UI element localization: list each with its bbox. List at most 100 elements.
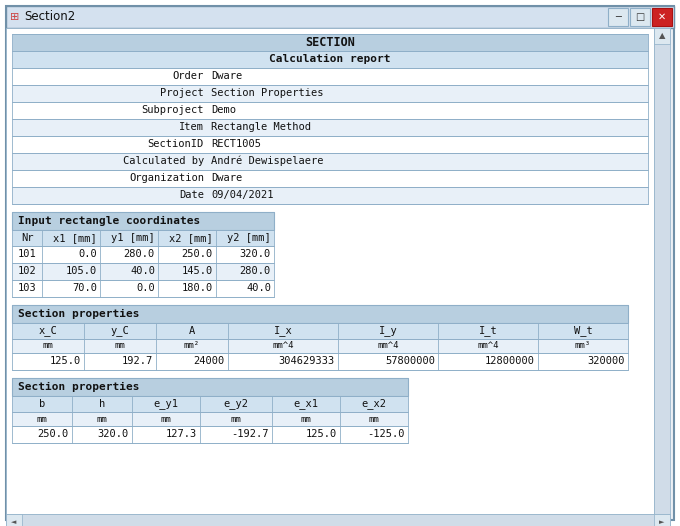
Text: x1 [mm]: x1 [mm] (53, 233, 97, 243)
Bar (630, 8, 650, 26)
Text: 280.0: 280.0 (124, 249, 155, 259)
Text: mm^4: mm^4 (377, 341, 398, 350)
Text: SECTION: SECTION (305, 35, 355, 48)
Text: Section properties: Section properties (18, 382, 139, 392)
Text: y2 [mm]: y2 [mm] (227, 233, 271, 243)
Text: Item: Item (179, 122, 204, 132)
Bar (12, 68, 648, 85)
Text: I_t: I_t (479, 326, 497, 337)
Text: Dware: Dware (211, 71, 242, 81)
Text: mm: mm (115, 341, 125, 350)
Text: -192.7: -192.7 (231, 429, 269, 439)
Text: Input rectangle coordinates: Input rectangle coordinates (18, 216, 200, 226)
Text: Subproject: Subproject (141, 105, 204, 115)
Bar (12, 212, 274, 230)
Bar (608, 8, 628, 26)
Text: 57800000: 57800000 (385, 356, 435, 366)
Text: 24000: 24000 (194, 356, 225, 366)
Text: ▲: ▲ (659, 32, 665, 41)
Text: 40.0: 40.0 (130, 266, 155, 276)
Text: Organization: Organization (129, 173, 204, 183)
Text: 70.0: 70.0 (72, 283, 97, 293)
Bar (12, 119, 648, 136)
Text: ►: ► (660, 519, 664, 525)
Text: Project: Project (160, 88, 204, 98)
Bar (654, 28, 670, 514)
Text: 192.7: 192.7 (122, 356, 153, 366)
Bar (12, 396, 408, 412)
Bar (12, 305, 628, 323)
Text: Demo: Demo (211, 105, 236, 115)
Text: 180.0: 180.0 (182, 283, 213, 293)
Text: 320.0: 320.0 (240, 249, 271, 259)
Bar (12, 280, 274, 297)
Text: 304629333: 304629333 (279, 356, 335, 366)
Bar (654, 514, 670, 526)
Bar (12, 85, 648, 102)
Text: 40.0: 40.0 (246, 283, 271, 293)
Text: x2 [mm]: x2 [mm] (169, 233, 213, 243)
Text: 101: 101 (18, 249, 36, 259)
Text: e_x2: e_x2 (362, 399, 386, 409)
Text: ✕: ✕ (658, 12, 666, 22)
Text: e_y2: e_y2 (224, 399, 248, 409)
Text: Section2: Section2 (24, 11, 75, 24)
Bar (12, 170, 648, 187)
Bar (652, 8, 672, 26)
Text: mm: mm (301, 414, 311, 423)
Text: 250.0: 250.0 (38, 429, 69, 439)
Text: 105.0: 105.0 (66, 266, 97, 276)
Text: 320000: 320000 (588, 356, 625, 366)
Text: Calculation report: Calculation report (269, 54, 391, 64)
Bar (6, 514, 22, 526)
Text: 0.0: 0.0 (78, 249, 97, 259)
Text: RECT1005: RECT1005 (211, 139, 261, 149)
Bar (12, 263, 274, 280)
Text: Rectangle Method: Rectangle Method (211, 122, 311, 132)
Text: h: h (99, 399, 105, 409)
Text: mm: mm (231, 414, 241, 423)
Text: y_C: y_C (111, 326, 129, 337)
Text: e_y1: e_y1 (154, 399, 178, 409)
Bar (12, 102, 648, 119)
Text: ◄: ◄ (12, 519, 17, 525)
Text: mm: mm (37, 414, 48, 423)
Text: W_t: W_t (574, 326, 592, 337)
Bar (6, 514, 670, 526)
Text: x_C: x_C (39, 326, 57, 337)
Text: 125.0: 125.0 (50, 356, 81, 366)
Text: y1 [mm]: y1 [mm] (112, 233, 155, 243)
Text: 320.0: 320.0 (98, 429, 129, 439)
Text: Section Properties: Section Properties (211, 88, 324, 98)
Text: mm: mm (160, 414, 171, 423)
Bar (12, 51, 648, 68)
Bar (12, 187, 648, 204)
Text: 127.3: 127.3 (166, 429, 197, 439)
Bar (6, 6, 674, 28)
Text: Dware: Dware (211, 173, 242, 183)
Bar (12, 378, 408, 396)
Text: I_x: I_x (273, 326, 292, 337)
Text: 102: 102 (18, 266, 36, 276)
Text: □: □ (635, 12, 645, 22)
Text: 250.0: 250.0 (182, 249, 213, 259)
Text: 145.0: 145.0 (182, 266, 213, 276)
Bar (12, 412, 408, 426)
Text: ⊞: ⊞ (10, 12, 19, 22)
Bar (12, 34, 648, 51)
Text: -125.0: -125.0 (367, 429, 405, 439)
Bar (12, 353, 628, 370)
Bar (12, 230, 274, 246)
Text: mm: mm (43, 341, 53, 350)
Text: André Dewispelaere: André Dewispelaere (211, 156, 324, 166)
Text: 103: 103 (18, 283, 36, 293)
Text: mm: mm (369, 414, 379, 423)
Text: I_y: I_y (379, 326, 397, 337)
Bar (654, 28, 670, 44)
Text: mm²: mm² (184, 341, 200, 350)
Bar (12, 153, 648, 170)
Text: 125.0: 125.0 (306, 429, 337, 439)
Bar (12, 246, 274, 263)
Text: mm^4: mm^4 (272, 341, 294, 350)
Text: ─: ─ (615, 12, 621, 22)
